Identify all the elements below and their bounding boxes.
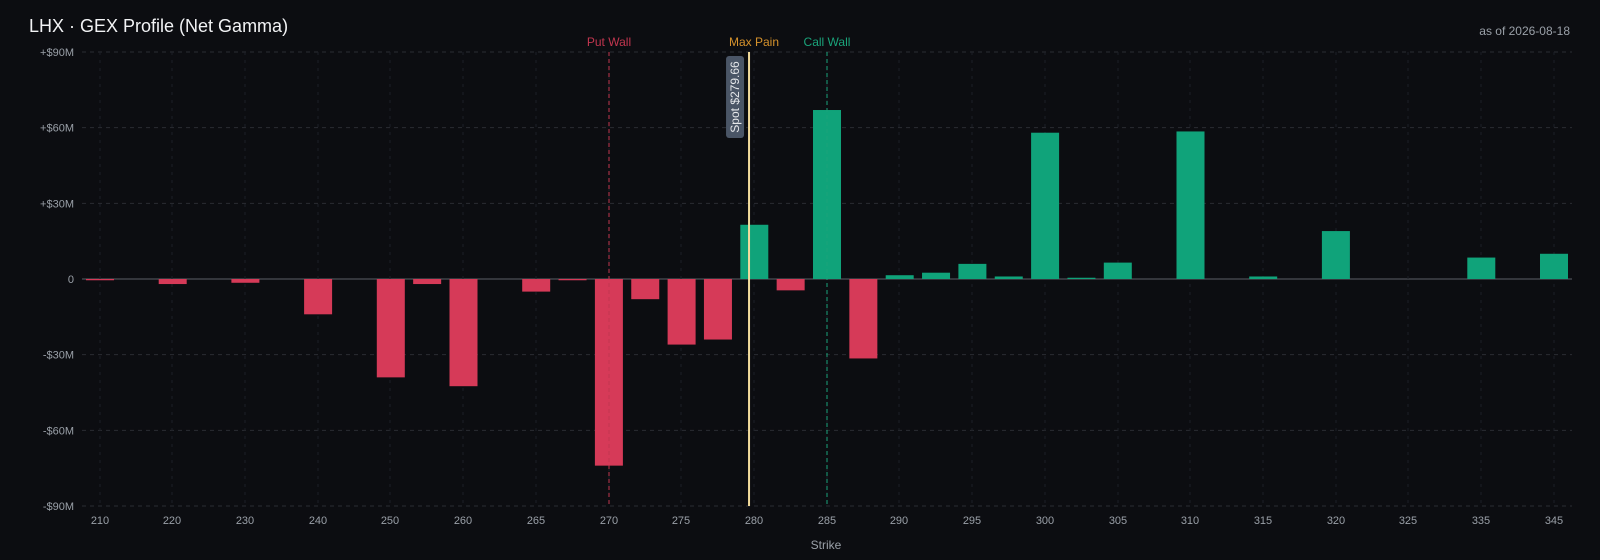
bar-strike-315: [1249, 276, 1278, 279]
x-tick-label: 335: [1472, 515, 1490, 527]
bar-strike-260: [449, 279, 478, 387]
y-tick-label: -$60M: [43, 425, 74, 437]
bar-strike-265: [522, 279, 551, 292]
reference-lines: Put Wall Max Pain Call Wall Spot $279.66: [587, 35, 851, 506]
x-tick-label: 290: [890, 515, 908, 527]
x-tick-label: 240: [309, 515, 327, 527]
max-pain-label: Max Pain: [729, 35, 779, 49]
chart-title: LHX · GEX Profile (Net Gamma): [29, 16, 289, 36]
bar-strike-230: [231, 279, 260, 283]
y-tick-label: -$30M: [43, 350, 74, 362]
bar-strike-330: [1467, 257, 1496, 279]
as-of-date: as of 2026-08-18: [1479, 24, 1570, 38]
bar-strike-272.5: [631, 279, 660, 300]
bar-strike-287.5: [849, 279, 878, 359]
bar-strike-250: [376, 279, 405, 378]
x-tick-label: 260: [454, 515, 472, 527]
bar-strike-297.5: [994, 276, 1023, 279]
y-tick-label: +$60M: [40, 123, 74, 135]
y-tick-label: +$30M: [40, 198, 74, 210]
x-tick-label: 250: [381, 515, 399, 527]
y-tick-label: -$90M: [43, 501, 74, 513]
bar-strike-220: [158, 279, 187, 285]
x-tick-label: 270: [600, 515, 618, 527]
x-tick-label: 295: [963, 515, 981, 527]
x-tick-label: 320: [1327, 515, 1345, 527]
x-axis-label: Strike: [811, 538, 842, 552]
y-tick-label: +$90M: [40, 47, 74, 59]
bar-strike-275: [667, 279, 696, 345]
spot-badge-bg: [726, 56, 745, 138]
call-wall-label: Call Wall: [804, 35, 851, 49]
bar-strike-277.5: [703, 279, 732, 340]
x-tick-label: 210: [91, 515, 109, 527]
bar-strike-305: [1103, 262, 1132, 279]
bar-strike-240: [304, 279, 333, 315]
bar-strike-295: [958, 263, 987, 279]
x-tick-label: 285: [818, 515, 836, 527]
x-tick-label: 315: [1254, 515, 1272, 527]
y-tick-label: 0: [68, 274, 74, 286]
bar-strike-310: [1176, 131, 1205, 279]
spot-badge: Spot $279.66: [726, 56, 745, 138]
bar-strike-292.5: [922, 272, 951, 279]
put-wall-label: Put Wall: [587, 35, 631, 49]
bar-strike-302.5: [1067, 277, 1096, 279]
x-tick-label: 230: [236, 515, 254, 527]
bar-strike-340: [1540, 253, 1568, 279]
spot-label: Spot $279.66: [728, 61, 742, 133]
x-tick-label: 265: [527, 515, 545, 527]
x-tick-label: 275: [672, 515, 690, 527]
bar-strike-300: [1031, 132, 1060, 279]
bar-strike-270: [594, 279, 623, 466]
bar-strike-320: [1321, 231, 1350, 279]
bars: [86, 110, 1568, 466]
y-axis-ticks: +$90M +$60M +$30M 0 -$30M -$60M -$90M: [40, 47, 74, 513]
x-tick-label: 280: [745, 515, 763, 527]
bar-strike-282.5: [776, 279, 805, 291]
bar-strike-210: [86, 279, 114, 281]
x-tick-label: 325: [1399, 515, 1417, 527]
x-tick-label: 305: [1109, 515, 1127, 527]
x-tick-label: 310: [1181, 515, 1199, 527]
x-tick-label: 345: [1545, 515, 1563, 527]
x-axis-ticks: 210 220 230 240 250 260 265 270 275 280 285 290 295 3…: [91, 515, 1563, 527]
x-tick-label: 220: [163, 515, 181, 527]
bar-strike-280: [740, 224, 769, 279]
bar-strike-267.5: [558, 279, 587, 281]
bar-strike-290: [885, 275, 914, 279]
x-tick-label: 300: [1036, 515, 1054, 527]
bar-strike-252.5: [413, 279, 442, 285]
